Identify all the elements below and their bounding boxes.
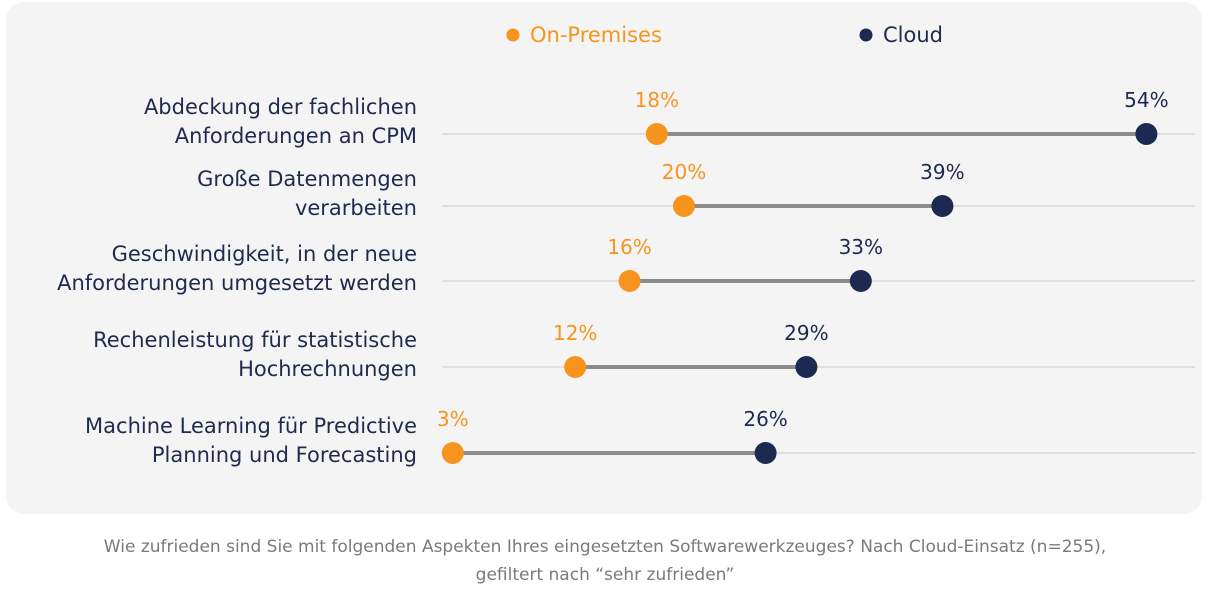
cloud-value-label: 29% [784, 321, 828, 345]
category-label: Abdeckung der fachlichen Anforderungen a… [143, 95, 417, 148]
on-premises-value-label: 16% [607, 235, 651, 259]
on-premises-value-label: 3% [437, 407, 469, 431]
legend-label-on-premises: On-Premises [530, 23, 662, 47]
cloud-value-label: 26% [743, 407, 787, 431]
category-label: Rechenleistung für statistische Hochrech… [93, 328, 417, 381]
chart-caption: Wie zufrieden sind Sie mit folgenden Asp… [0, 533, 1210, 589]
category-label: Geschwindigkeit, in der neue Anforderung… [57, 242, 417, 295]
category-label: Machine Learning für Predictive Planning… [85, 414, 417, 467]
cloud-value-label: 54% [1124, 88, 1168, 112]
cloud-value-label: 39% [920, 160, 964, 184]
on-premises-value-label: 18% [635, 88, 679, 112]
on-premises-point [645, 123, 668, 145]
cloud-point [931, 195, 954, 217]
dumbbell-chart: On-Premises Cloud 18% 54% 20% 39% 16% 33% 12% 29%… [437, 23, 1195, 464]
on-premises-point [441, 442, 464, 464]
on-premises-value-label: 12% [553, 321, 597, 345]
cloud-point [795, 356, 818, 378]
cloud-value-label: 33% [839, 235, 883, 259]
caption-line-1: Wie zufrieden sind Sie mit folgenden Asp… [103, 537, 1107, 557]
on-premises-point [673, 195, 695, 217]
on-premises-value-label: 20% [662, 160, 706, 184]
on-premises-point [618, 270, 641, 292]
category-label: Große Datenmengen verarbeiten [197, 167, 417, 220]
legend-marker-on-premises [506, 28, 520, 42]
on-premises-point [564, 356, 587, 378]
caption-line-2: gefiltert nach “sehr zufrieden” [475, 565, 735, 585]
cloud-point [754, 442, 777, 464]
cloud-point [1135, 123, 1158, 145]
legend-marker-cloud [859, 28, 873, 42]
chart-panel [6, 2, 1202, 514]
cloud-point [849, 270, 872, 292]
legend-label-cloud: Cloud [883, 23, 943, 47]
